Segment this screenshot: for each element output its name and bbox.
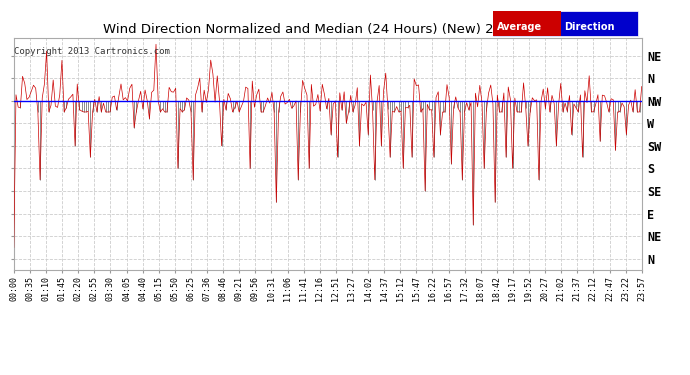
Text: Copyright 2013 Cartronics.com: Copyright 2013 Cartronics.com: [14, 47, 170, 56]
Text: Average: Average: [497, 21, 542, 32]
Title: Wind Direction Normalized and Median (24 Hours) (New) 20130401: Wind Direction Normalized and Median (24…: [103, 23, 553, 36]
Text: Direction: Direction: [564, 21, 615, 32]
